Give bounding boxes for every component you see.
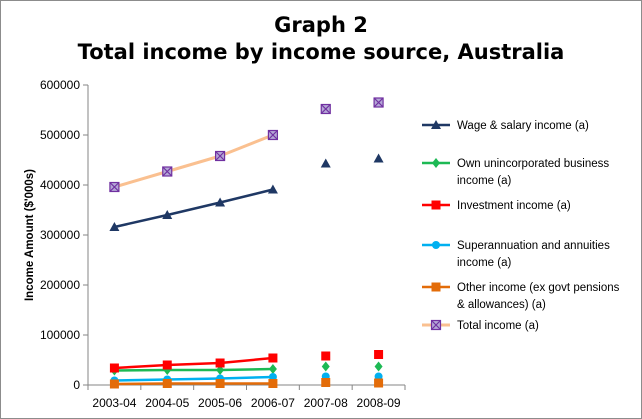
series-5-point — [373, 97, 384, 108]
series-4-point — [162, 379, 172, 388]
series-5-point — [320, 103, 331, 115]
legend-swatch-marker — [432, 241, 440, 249]
y-tick-label: 100000 — [40, 328, 80, 342]
series-2-point — [162, 360, 172, 370]
series-0-point — [215, 197, 226, 207]
x-tick-label: 2007-08 — [304, 396, 348, 410]
series-2-point — [321, 351, 331, 361]
series-0-point — [162, 210, 173, 219]
legend-label: Total income (a) — [457, 320, 539, 332]
series-5-point — [267, 129, 279, 141]
legend-label: & allowances) (a) — [457, 299, 546, 311]
series-3-line — [114, 375, 273, 382]
legend-swatch-marker — [432, 158, 440, 168]
series-0-point — [109, 222, 120, 231]
legend-label: income (a) — [457, 257, 511, 269]
legend-swatch-marker — [431, 200, 441, 210]
series-1-line — [114, 367, 273, 372]
legend-label: Superannuation and annuities — [457, 240, 610, 252]
legend-label: Investment income (a) — [457, 200, 571, 212]
series-0-point — [373, 153, 384, 163]
series-0-point — [267, 184, 278, 194]
series-1-point — [374, 361, 383, 372]
series-5-point — [162, 166, 173, 177]
series-5-line — [113, 133, 274, 189]
series-4-point — [215, 379, 225, 388]
legend-label: Other income (ex govt pensions — [457, 282, 620, 294]
series-4-point — [109, 379, 119, 389]
series-4-point — [268, 379, 278, 388]
y-tick-label: 400000 — [40, 178, 80, 192]
series-2-line — [114, 356, 274, 370]
series-5-point — [109, 181, 120, 193]
x-tick-label: 2004-05 — [145, 396, 189, 410]
chart-subtitle: Total income by income source, Australia — [77, 40, 565, 64]
legend-label: Wage & salary income (a) — [457, 120, 589, 132]
series-5-point — [214, 150, 226, 162]
y-tick-label: 200000 — [40, 278, 80, 292]
y-tick-label: 300000 — [40, 228, 80, 242]
y-axis-title: Income Amount ($'000s) — [24, 169, 36, 301]
x-tick-label: 2006-07 — [251, 396, 295, 410]
legend-label: income (a) — [457, 175, 511, 187]
legend-label: Own unincorporated business — [457, 158, 609, 170]
series-4-point — [374, 378, 384, 388]
x-tick-label: 2005-06 — [198, 396, 242, 410]
series-2-point — [109, 363, 119, 373]
legend-swatch-marker — [431, 282, 441, 292]
y-tick-label: 600000 — [40, 78, 80, 92]
series-4-line — [114, 382, 273, 386]
chart-title: Graph 2 — [274, 13, 368, 37]
series-2-point — [374, 350, 384, 359]
series-2-point — [268, 353, 278, 363]
x-tick-label: 2003-04 — [92, 396, 136, 410]
series-4-point — [321, 378, 331, 387]
series-0-point — [320, 158, 331, 168]
series-0-line — [114, 188, 274, 229]
y-tick-label: 500000 — [40, 128, 80, 142]
y-tick-label: 0 — [73, 378, 80, 392]
series-2-point — [215, 358, 225, 368]
series-1-point — [321, 361, 330, 372]
series-1-point — [268, 364, 277, 374]
legend-swatch-marker — [430, 319, 442, 331]
x-tick-label: 2008-09 — [357, 396, 401, 410]
legend-swatch-marker — [431, 120, 441, 129]
